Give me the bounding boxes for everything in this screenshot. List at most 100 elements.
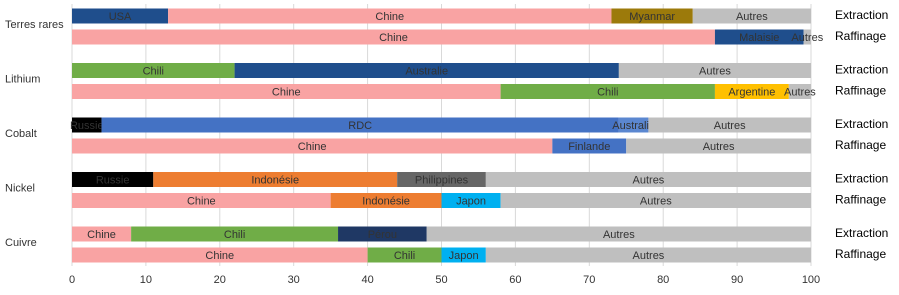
segment-label: Argentine <box>728 86 775 98</box>
x-tick-label: 0 <box>69 274 75 286</box>
bar-segment <box>72 138 553 154</box>
bar-segment <box>441 247 486 263</box>
bar-segment <box>626 138 811 154</box>
bar-segment <box>618 117 649 133</box>
bar-segment <box>72 8 169 24</box>
row-label: Extraction <box>835 172 888 186</box>
segment-label: Chine <box>87 229 116 241</box>
bar-segment <box>485 247 811 263</box>
segment-label: Indonésie <box>362 195 410 207</box>
segment-label: RDC <box>348 120 372 132</box>
row-label: Extraction <box>835 63 888 77</box>
segment-label: Philippines <box>415 174 469 186</box>
x-tick-label: 40 <box>361 274 373 286</box>
segment-label: Chili <box>143 65 164 77</box>
bar-segment <box>367 247 442 263</box>
segment-label: Indonésie <box>251 174 299 186</box>
category-label: Cuivre <box>5 237 37 249</box>
segment-label: Chili <box>394 250 415 262</box>
bar-segment <box>485 172 811 187</box>
bar-segment <box>72 172 154 187</box>
bar-segment <box>397 172 486 187</box>
segment-label: Russie <box>96 174 130 186</box>
row-label: Raffinage <box>835 29 886 43</box>
bar-segment <box>611 8 693 24</box>
bar-segment <box>153 172 398 187</box>
bar-segment <box>714 29 804 45</box>
segment-label: Myanmar <box>629 11 675 23</box>
segment-label: Autres <box>640 195 672 207</box>
bar-segment <box>131 226 339 242</box>
bar-segment <box>500 193 811 208</box>
x-tick-label: 50 <box>435 274 447 286</box>
segment-label: Pérou <box>368 229 397 241</box>
segment-label: Autres <box>699 65 731 77</box>
category-label: Lithium <box>5 73 40 85</box>
bar-segment <box>101 117 619 133</box>
bar-segment <box>426 226 811 242</box>
segment-label: Australie <box>405 65 448 77</box>
x-tick-label: 60 <box>509 274 521 286</box>
bar-segment <box>72 84 501 99</box>
segment-label: Chine <box>205 250 234 262</box>
x-tick-label: 100 <box>802 274 820 286</box>
bar-segment <box>552 138 627 154</box>
row-label: Raffinage <box>835 247 886 261</box>
bar-segment <box>500 84 715 99</box>
segment-label: Autres <box>703 141 735 153</box>
bar-segment <box>72 226 132 242</box>
segment-label: Chine <box>187 195 216 207</box>
segment-label: Chine <box>298 141 327 153</box>
segment-label: Chine <box>272 86 301 98</box>
row-label: Extraction <box>835 226 888 240</box>
segment-label: Chili <box>224 229 245 241</box>
x-tick-label: 70 <box>583 274 595 286</box>
segment-label: Autres <box>603 229 635 241</box>
segment-label: USA <box>109 11 132 23</box>
row-label: Raffinage <box>835 193 886 207</box>
bar-segment <box>788 84 811 99</box>
segment-label: Australie <box>612 120 655 132</box>
bar-segment <box>72 247 368 263</box>
row-label: Extraction <box>835 8 888 22</box>
segment-label: Autres <box>633 174 665 186</box>
bar-segment <box>338 226 427 242</box>
bar-segment <box>72 29 715 45</box>
category-label: Terres rares <box>5 19 64 31</box>
bar-segment <box>441 193 501 208</box>
bar-segment <box>72 117 102 133</box>
bar-segment <box>72 63 235 78</box>
segment-label: Chine <box>379 32 408 44</box>
segment-label: Japon <box>449 250 479 262</box>
bar-segment <box>168 8 612 24</box>
segment-label: Finlande <box>568 141 610 153</box>
segment-label: Autres <box>714 120 746 132</box>
bar-segment <box>692 8 811 24</box>
segment-label: Japon <box>456 195 486 207</box>
segment-label: Autres <box>784 86 816 98</box>
bar-segment <box>330 193 442 208</box>
bar-segment <box>618 63 811 78</box>
bar-segment <box>72 193 331 208</box>
segment-label: Autres <box>736 11 768 23</box>
x-tick-label: 30 <box>288 274 300 286</box>
segment-label: Russie <box>70 120 104 132</box>
row-label: Raffinage <box>835 138 886 152</box>
category-label: Cobalt <box>5 128 37 140</box>
bar-segment <box>648 117 811 133</box>
bar-segment <box>234 63 619 78</box>
segment-label: Autres <box>791 32 823 44</box>
x-tick-label: 20 <box>214 274 226 286</box>
segment-label: Chili <box>597 86 618 98</box>
row-label: Extraction <box>835 117 888 131</box>
category-label: Nickel <box>5 182 35 194</box>
row-label: Raffinage <box>835 84 886 98</box>
x-tick-label: 90 <box>731 274 743 286</box>
bar-segment <box>714 84 789 99</box>
x-tick-label: 10 <box>140 274 152 286</box>
segment-label: Malaisie <box>739 32 779 44</box>
bar-segment <box>803 29 811 45</box>
segment-label: Autres <box>633 250 665 262</box>
segment-label: Chine <box>375 11 404 23</box>
